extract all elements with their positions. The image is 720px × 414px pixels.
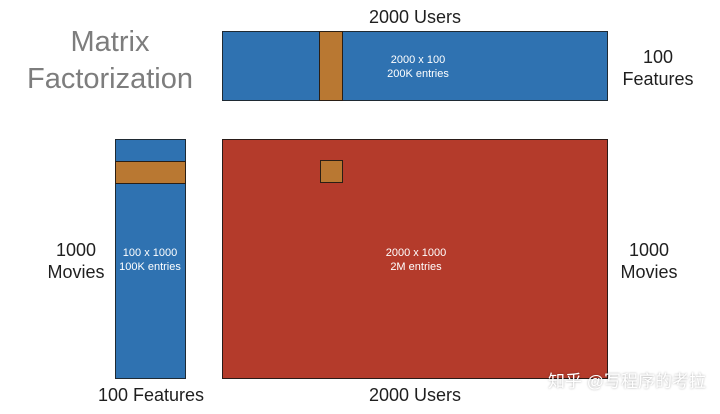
movies-right-label: 1000 Movies xyxy=(612,239,686,283)
title-line-2: Factorization xyxy=(26,63,193,95)
title-line-1: Matrix xyxy=(70,26,150,58)
movie-features-bottom-label: 100 Features xyxy=(97,385,205,405)
user-matrix-dimensions: 2000 x 100 200K entries xyxy=(363,53,473,81)
user-feature-matrix: 2000 x 100 200K entries xyxy=(222,30,608,101)
diagram-title: Matrix Factorization xyxy=(10,24,210,98)
movies-left-count: 1000 xyxy=(55,240,97,260)
user-matrix-entries: 200K entries xyxy=(387,68,449,80)
ratings-matrix-dimensions: 2000 x 1000 2M entries xyxy=(361,246,471,274)
user-features-count: 100 xyxy=(642,47,674,67)
users-top-label: 2000 Users xyxy=(368,7,462,27)
movie-matrix-size: 100 x 1000 xyxy=(122,247,178,259)
ratings-matrix: 2000 x 1000 2M entries xyxy=(222,139,608,379)
user-features-right-label: 100 Features xyxy=(616,46,700,90)
user-column-highlight xyxy=(319,30,343,101)
movie-feature-matrix: 100 x 1000 100K entries xyxy=(114,139,186,379)
movies-right-word: Movies xyxy=(620,262,678,282)
movies-right-count: 1000 xyxy=(628,240,670,260)
ratings-matrix-size: 2000 x 1000 xyxy=(385,247,447,259)
movie-row-highlight xyxy=(114,161,186,184)
movies-left-word: Movies xyxy=(47,262,105,282)
rating-cell-highlight xyxy=(320,160,343,183)
ratings-matrix-entries: 2M entries xyxy=(390,261,442,273)
movies-left-label: 1000 Movies xyxy=(40,239,112,283)
movie-matrix-dimensions: 100 x 1000 100K entries xyxy=(116,246,184,274)
users-bottom-label: 2000 Users xyxy=(368,385,462,405)
user-features-word: Features xyxy=(622,69,694,89)
movie-matrix-entries: 100K entries xyxy=(119,261,181,273)
watermark: 知乎 @写程序的考拉 xyxy=(548,372,706,391)
user-matrix-size: 2000 x 100 xyxy=(390,54,446,66)
